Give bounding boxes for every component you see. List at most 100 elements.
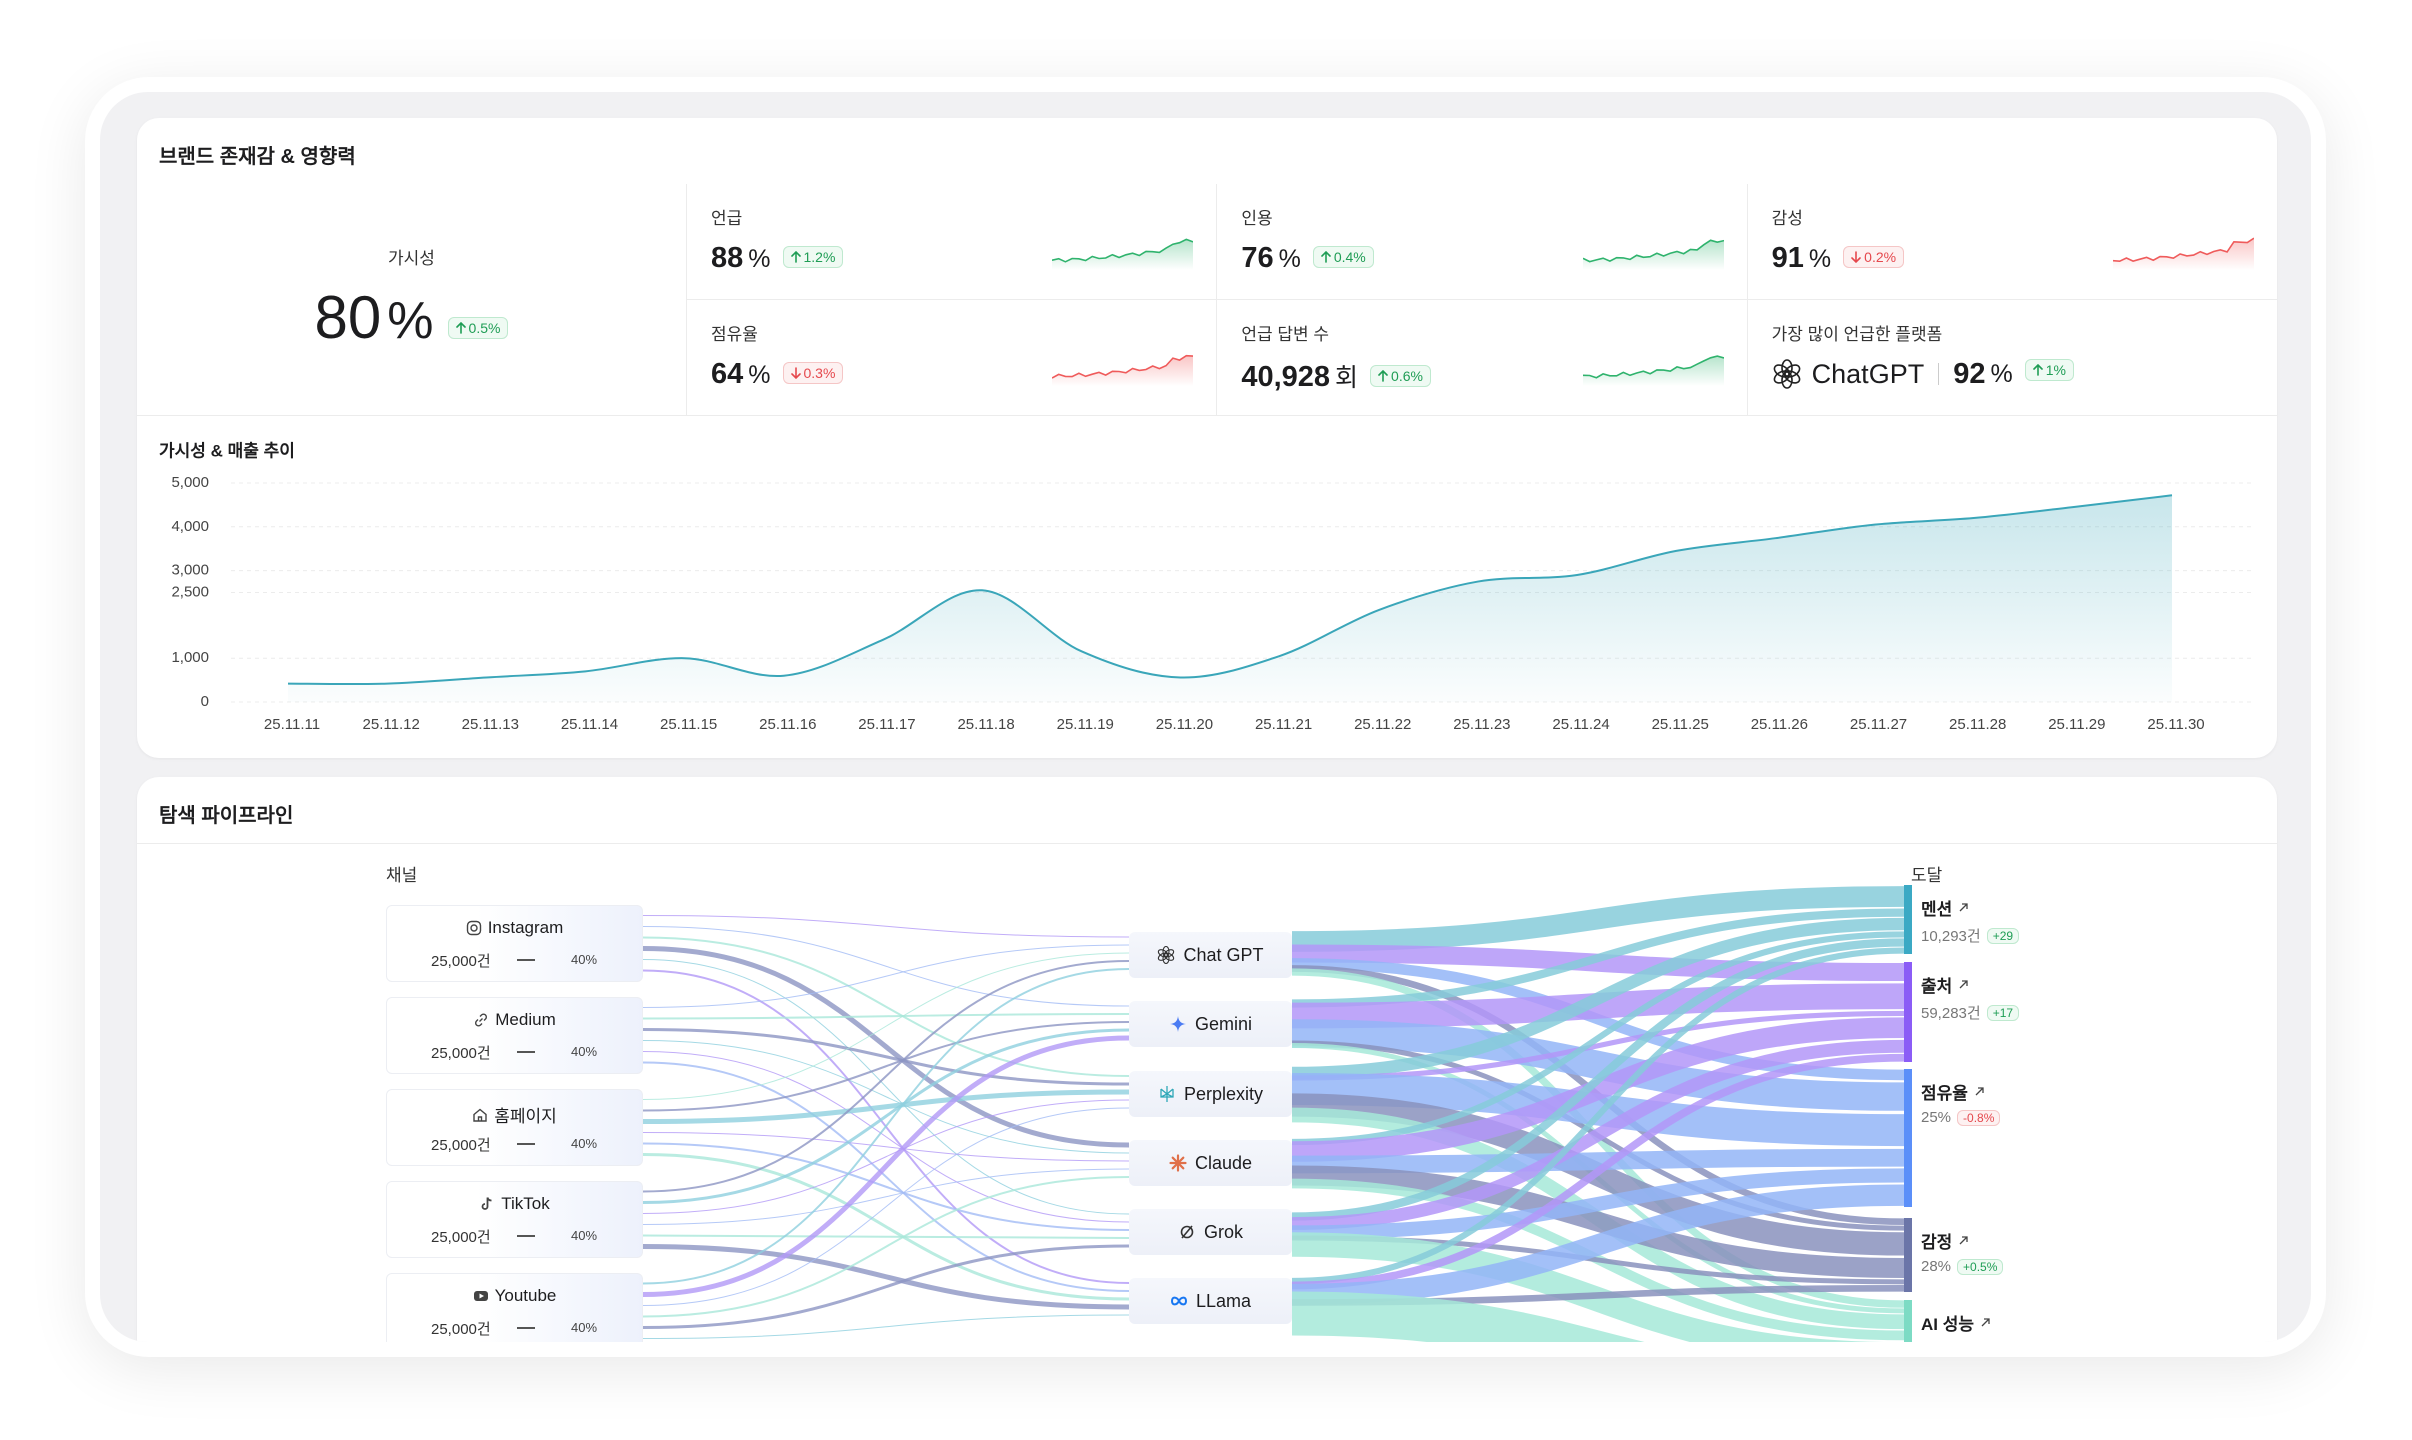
sparkline-area: [1582, 355, 1724, 386]
outcome-name-row: 점유율: [1921, 1079, 1985, 1104]
sparkline: [2112, 237, 2254, 270]
channel-icon: [473, 1291, 488, 1301]
trend-arrow: [455, 322, 466, 334]
icon-shape: [1981, 1318, 1990, 1327]
kpi-grid: 가시성 80% 0.5% 언급 88% 1.2% 인용 76% 0.4% 감성 91% 0.2% 점유율…: [137, 184, 2277, 416]
model-icon: [1169, 1154, 1187, 1172]
trend-arrow: [2032, 364, 2043, 376]
channel-share: 40%: [571, 1320, 598, 1335]
channel-share: 40%: [571, 1044, 598, 1059]
model-flow: [1291, 1148, 1905, 1174]
channel-flow: [642, 915, 1130, 938]
icon-shape: [1170, 1296, 1187, 1306]
metric-cell: 점유율 64% 0.3%: [686, 299, 1216, 415]
x-tick-label: 25.11.24: [1552, 716, 1609, 733]
change-badge: 0.4%: [1312, 246, 1374, 268]
model-flow: [1291, 1165, 1905, 1278]
channel-node: Youtube 25,000건 40%: [386, 1273, 643, 1342]
model-flow: [1291, 938, 1905, 1221]
metric-cell: 언급 88% 1.2%: [686, 184, 1217, 300]
channel-flow: [642, 1099, 1130, 1214]
model-flow: [1291, 908, 1905, 1008]
dashboard: 브랜드 존재감 & 영향력 가시성 80% 0.5% 언급 88% 1.2% 인용 76% 0.…: [100, 92, 2311, 1342]
x-tick-label: 25.11.27: [1850, 716, 1907, 733]
outcome-name: 점유율: [1921, 1084, 1968, 1103]
outcome-bar: [1904, 1300, 1912, 1342]
x-tick-label: 25.11.18: [957, 716, 1014, 733]
sparkline-line: [1052, 354, 1194, 379]
channel-name: Instagram: [487, 918, 564, 937]
outcome-bar: [1904, 962, 1912, 1062]
model-icon: [1180, 1225, 1194, 1239]
model-flow: [1291, 1010, 1905, 1081]
metric-cell: 감성 91% 0.2%: [1746, 184, 2277, 300]
icon-shape: [1959, 980, 1968, 989]
external-icon: [1959, 980, 1968, 989]
sparkline-area: [1052, 239, 1194, 270]
visibility-row: 80% 0.5%: [137, 283, 686, 352]
channel-count: 25,000건: [431, 1137, 491, 1154]
channel-flow: [642, 1051, 1130, 1223]
metric-label: 감성: [1771, 209, 1803, 228]
channel-flow: [642, 1314, 1130, 1339]
model-flow: [1291, 917, 1905, 1080]
icon-shape: [481, 1197, 492, 1210]
channel-dash: [517, 1143, 535, 1145]
change-text: +29: [1992, 928, 2014, 943]
model-flow: [1291, 1073, 1905, 1147]
model-name: Gemini: [1194, 1013, 1252, 1034]
model-flow: [1291, 1017, 1905, 1162]
channel-share: 40%: [571, 952, 598, 967]
channel-name: Medium: [495, 1010, 556, 1029]
separator: [1938, 363, 1940, 385]
change-badge: 1%: [2024, 359, 2074, 381]
icon-shape: [466, 920, 481, 936]
outcome-bar: [1904, 1069, 1912, 1207]
arrow-shape: [2032, 364, 2043, 376]
y-tick-label: 0: [201, 693, 209, 710]
channel-flow: [642, 946, 1130, 1148]
trend-arrow: [1851, 251, 1861, 263]
visibility-cell: 가시성 80% 0.5%: [137, 184, 686, 415]
x-tick-label: 25.11.29: [2048, 716, 2105, 733]
x-tick-label: 25.11.19: [1057, 716, 1114, 733]
platform-logo: [1773, 359, 1801, 389]
metric-row: 91% 0.2%: [1772, 242, 1905, 275]
trend-arrow: [1321, 251, 1331, 263]
platform-label: 가장 많이 언급한 플랫폼: [1771, 324, 1943, 344]
channel-dash: [517, 959, 535, 961]
y-tick-label: 1,000: [171, 649, 209, 666]
model-flow: [1291, 1291, 1645, 1342]
x-tick-label: 25.11.16: [759, 716, 816, 733]
model-flow: [1291, 983, 1905, 1029]
x-tick-label: 25.11.15: [660, 716, 717, 733]
metric-row: 88% 1.2%: [711, 242, 844, 275]
outcome-name-row: AI 성능: [1921, 1310, 1991, 1335]
change-badge: 0.2%: [1843, 246, 1905, 268]
icon-shape: [1171, 1156, 1180, 1165]
channel-node: Medium 25,000건 40%: [386, 997, 643, 1074]
icon-shape: [470, 924, 478, 932]
icon-shape: [475, 1013, 488, 1027]
model-icon: [1158, 946, 1175, 964]
visibility-unit: %: [387, 292, 434, 350]
outcome-name-row: 멘션: [1921, 895, 1969, 920]
icon-shape: [473, 1108, 487, 1122]
sparkline: [1052, 238, 1194, 270]
outcome-name: 감정: [1921, 1233, 1953, 1252]
channel-name-row: Youtube: [387, 1286, 642, 1306]
channel-flow: [642, 1244, 1130, 1329]
external-icon: [1981, 1318, 1990, 1327]
target-label: 도달: [1911, 866, 1943, 885]
metric-unit: 회: [1335, 363, 1359, 392]
change-text: 0.6%: [1391, 367, 1423, 384]
card-title: 브랜드 존재감 & 영향력: [159, 146, 356, 168]
arrow-shape: [1321, 251, 1331, 263]
card-title: 탐색 파이프라인: [159, 805, 294, 827]
model-name: Claude: [1194, 1152, 1253, 1173]
icon-shape: [1160, 1086, 1174, 1102]
x-tick-label: 25.11.26: [1751, 716, 1808, 733]
model-node: Grok: [1129, 1209, 1292, 1255]
sparkline-area: [1052, 355, 1194, 386]
